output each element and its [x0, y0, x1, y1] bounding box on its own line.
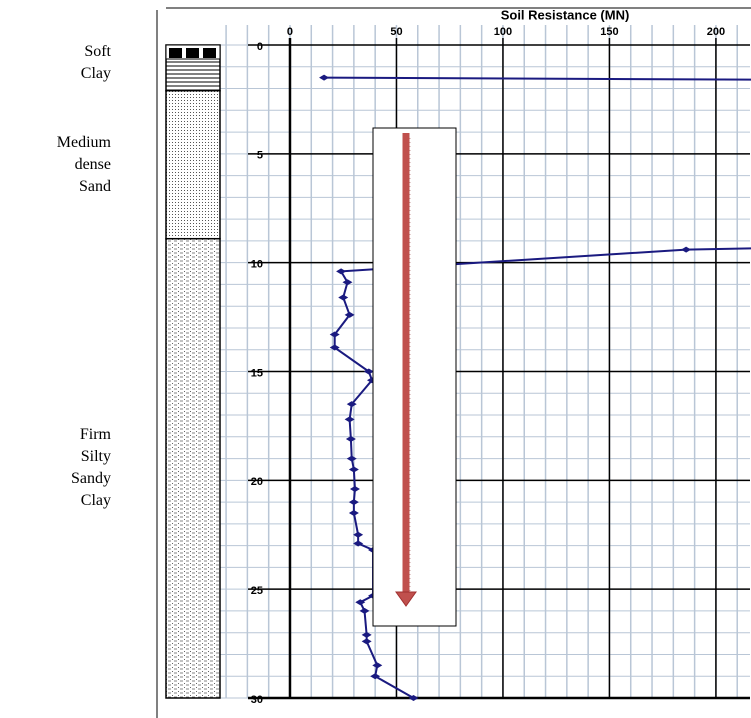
soil-column	[165, 44, 221, 699]
data-point	[329, 344, 340, 351]
grid	[219, 25, 750, 700]
layer-label: Soft Clay	[80, 42, 111, 82]
data-point	[370, 673, 381, 680]
y-tick-label: 10	[251, 259, 263, 271]
data-point	[353, 540, 364, 547]
x-tick-label: 200	[707, 26, 725, 38]
layer-block	[203, 48, 216, 58]
layer-label: Medium dense Sand	[56, 133, 111, 195]
x-tick-label: 150	[600, 26, 618, 38]
data-point	[355, 599, 366, 606]
x-tick-label: 50	[390, 26, 402, 38]
data-point	[353, 531, 364, 538]
data-point	[344, 311, 355, 318]
data-point	[348, 466, 359, 473]
data-point	[342, 279, 353, 286]
x-axis-title: Soil Resistance (MN)	[501, 7, 630, 22]
data-point	[361, 638, 372, 645]
soil-layer	[165, 89, 221, 240]
data-point	[319, 74, 330, 81]
data-point	[336, 268, 347, 275]
data-point	[344, 416, 355, 423]
data-point	[346, 401, 357, 408]
y-tick-label: 15	[251, 367, 263, 379]
data-point	[363, 368, 374, 375]
data-point	[349, 486, 360, 493]
y-tick-label: 0	[257, 41, 263, 53]
data-point	[348, 509, 359, 516]
overlay-box	[372, 127, 457, 627]
x-tick-label: 0	[287, 26, 293, 38]
data-point	[408, 695, 419, 701]
y-tick-label: 5	[257, 150, 263, 162]
data-point	[359, 607, 370, 614]
layer-block	[186, 48, 199, 58]
data-point	[346, 455, 357, 462]
overlay	[372, 127, 457, 627]
layer-block	[169, 48, 182, 58]
data-point	[345, 435, 356, 442]
soil-layer	[165, 237, 221, 699]
data-point	[372, 662, 383, 669]
y-tick-label: 30	[251, 694, 263, 706]
data-point	[361, 631, 372, 638]
arrow-head	[395, 591, 417, 607]
data-point	[348, 499, 359, 506]
data-point	[338, 294, 349, 301]
layer-label: Firm Silty Sandy Clay	[71, 426, 111, 510]
x-tick-label: 100	[494, 26, 512, 38]
data-point	[681, 246, 692, 253]
y-tick-label: 25	[251, 585, 263, 597]
data-point	[329, 331, 340, 338]
y-tick-label: 20	[251, 476, 263, 488]
